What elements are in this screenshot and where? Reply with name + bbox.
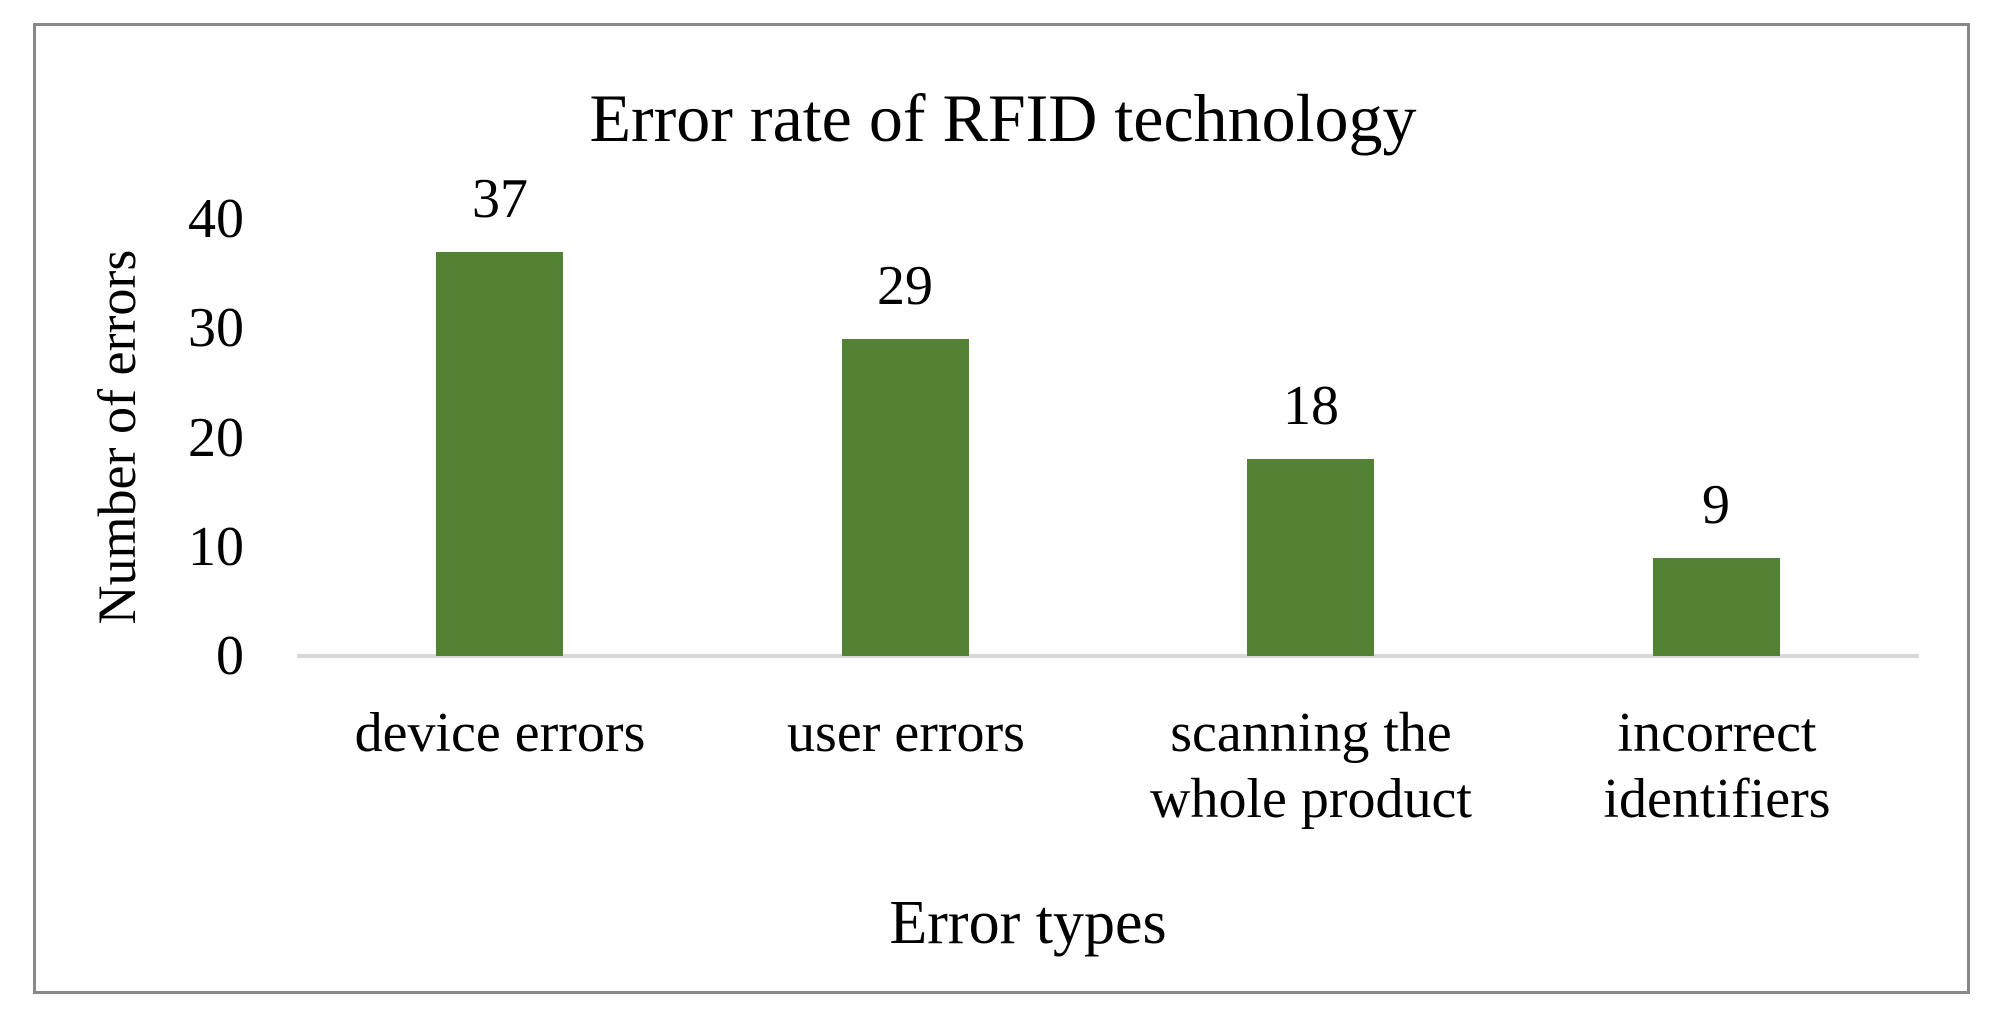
bar	[1653, 558, 1780, 656]
y-tick-label: 30	[188, 297, 244, 359]
y-tick-label: 40	[188, 188, 244, 250]
data-label: 18	[1283, 375, 1339, 437]
chart-title: Error rate of RFID technology	[589, 80, 1417, 156]
x-axis-title: Error types	[889, 889, 1167, 957]
y-tick-label: 0	[216, 625, 244, 687]
y-tick-label: 10	[188, 516, 244, 578]
bar	[436, 252, 563, 656]
category-label: device errors	[297, 700, 703, 766]
category-label: scanning the whole product	[1108, 700, 1514, 832]
category-label-line: whole product	[1150, 768, 1472, 830]
chart-frame	[33, 23, 1970, 994]
category-label: incorrect identifiers	[1514, 700, 1920, 832]
category-label-line: device errors	[354, 702, 646, 764]
data-label: 9	[1702, 474, 1730, 536]
data-label: 29	[877, 255, 933, 317]
category-label-line: identifiers	[1603, 768, 1831, 830]
category-label-line: scanning the	[1170, 702, 1452, 764]
y-tick-label: 20	[188, 407, 244, 469]
bar	[1247, 459, 1374, 656]
category-label: user errors	[703, 700, 1109, 766]
x-axis-line	[297, 654, 1919, 658]
bar	[842, 339, 969, 656]
category-label-line: user errors	[787, 702, 1025, 764]
category-label-line: incorrect	[1617, 702, 1817, 764]
data-label: 37	[472, 168, 528, 230]
